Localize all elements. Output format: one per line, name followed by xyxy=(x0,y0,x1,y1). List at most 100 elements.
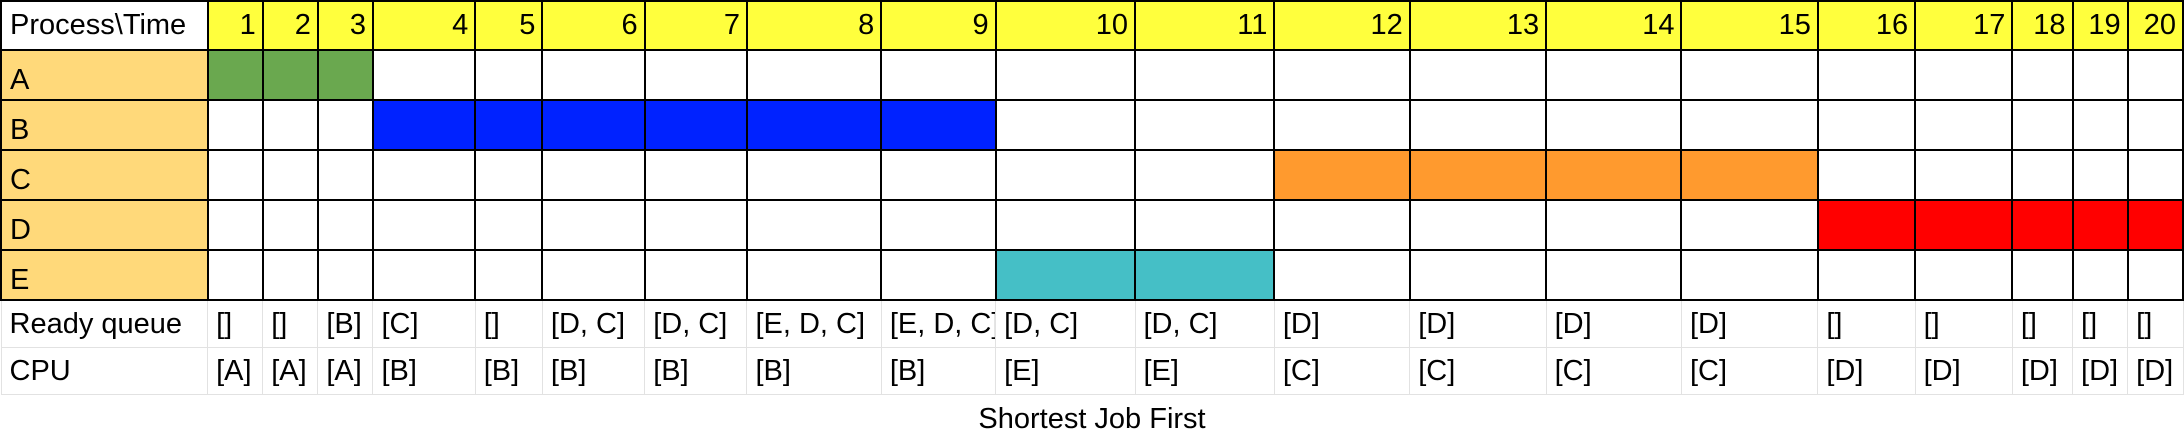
ready-queue-cell: [] xyxy=(475,300,542,348)
ready-queue-cell: [D] xyxy=(1274,300,1409,348)
gantt-bar-b-t9 xyxy=(881,100,995,150)
process-label-b: B xyxy=(1,100,208,150)
ready-queue-cell: [E, D, C] xyxy=(881,300,995,348)
empty-slot xyxy=(2128,150,2183,200)
process-row-a: A xyxy=(1,50,2183,100)
ready-queue-cell: [D, C] xyxy=(645,300,747,348)
empty-slot xyxy=(1915,250,2012,300)
empty-slot xyxy=(1135,50,1274,100)
cpu-cell: [B] xyxy=(542,348,644,395)
empty-slot xyxy=(645,200,747,250)
empty-slot xyxy=(1818,100,1915,150)
time-tick-14: 14 xyxy=(1546,1,1681,50)
time-tick-2: 2 xyxy=(263,1,318,50)
gantt-bar-d-t18 xyxy=(2012,200,2072,250)
cpu-label: CPU xyxy=(1,348,208,395)
cpu-cell: [D] xyxy=(2128,348,2183,395)
empty-slot xyxy=(1681,100,1817,150)
time-tick-7: 7 xyxy=(645,1,747,50)
empty-slot xyxy=(208,200,263,250)
ready-queue-cell: [D, C] xyxy=(542,300,644,348)
ready-queue-cell: [] xyxy=(208,300,263,348)
empty-slot xyxy=(208,100,263,150)
empty-slot xyxy=(747,200,881,250)
gantt-bar-c-t14 xyxy=(1546,150,1681,200)
empty-slot xyxy=(1274,250,1409,300)
gantt-bar-b-t7 xyxy=(645,100,747,150)
cpu-cell: [C] xyxy=(1274,348,1409,395)
empty-slot xyxy=(996,50,1135,100)
ready-queue-row: Ready queue[][][B][C][][D, C][D, C][E, D… xyxy=(1,300,2183,348)
process-row-e: E xyxy=(1,250,2183,300)
time-tick-12: 12 xyxy=(1274,1,1409,50)
time-tick-11: 11 xyxy=(1135,1,1274,50)
empty-slot xyxy=(1915,100,2012,150)
empty-slot xyxy=(996,100,1135,150)
empty-slot xyxy=(2128,50,2183,100)
time-tick-13: 13 xyxy=(1410,1,1546,50)
cpu-cell: [D] xyxy=(2012,348,2072,395)
empty-slot xyxy=(2128,250,2183,300)
empty-slot xyxy=(263,250,318,300)
cpu-cell: [D] xyxy=(2073,348,2128,395)
empty-slot xyxy=(263,100,318,150)
gantt-bar-e-t11 xyxy=(1135,250,1274,300)
empty-slot xyxy=(1681,50,1817,100)
empty-slot xyxy=(1135,200,1274,250)
process-label-d: D xyxy=(1,200,208,250)
empty-slot xyxy=(318,100,373,150)
gantt-bar-b-t6 xyxy=(542,100,644,150)
empty-slot xyxy=(1546,50,1681,100)
process-label-c: C xyxy=(1,150,208,200)
empty-slot xyxy=(1546,200,1681,250)
cpu-cell: [B] xyxy=(881,348,995,395)
empty-slot xyxy=(1818,50,1915,100)
ready-queue-cell: [D, C] xyxy=(996,300,1135,348)
gantt-bar-c-t15 xyxy=(1681,150,1817,200)
empty-slot xyxy=(996,150,1135,200)
ready-queue-cell: [D] xyxy=(1681,300,1817,348)
empty-slot xyxy=(2012,50,2072,100)
empty-slot xyxy=(1410,100,1546,150)
ready-queue-cell: [D] xyxy=(1546,300,1681,348)
empty-slot xyxy=(1546,100,1681,150)
empty-slot xyxy=(542,250,644,300)
ready-queue-cell: [] xyxy=(2128,300,2183,348)
gantt-bar-a-t3 xyxy=(318,50,373,100)
empty-slot xyxy=(996,200,1135,250)
time-tick-5: 5 xyxy=(475,1,542,50)
ready-queue-cell: [] xyxy=(1818,300,1915,348)
gantt-bar-d-t20 xyxy=(2128,200,2183,250)
gantt-bar-c-t12 xyxy=(1274,150,1409,200)
empty-slot xyxy=(645,250,747,300)
empty-slot xyxy=(2073,150,2128,200)
empty-slot xyxy=(2128,100,2183,150)
empty-slot xyxy=(318,250,373,300)
process-label-e: E xyxy=(1,250,208,300)
gantt-bar-d-t19 xyxy=(2073,200,2128,250)
empty-slot xyxy=(1818,150,1915,200)
empty-slot xyxy=(2073,50,2128,100)
empty-slot xyxy=(2012,100,2072,150)
process-row-b: B xyxy=(1,100,2183,150)
time-tick-6: 6 xyxy=(542,1,644,50)
empty-slot xyxy=(208,250,263,300)
gantt-bar-e-t10 xyxy=(996,250,1135,300)
empty-slot xyxy=(747,250,881,300)
time-tick-8: 8 xyxy=(747,1,881,50)
empty-slot xyxy=(373,150,475,200)
caption-row: Shortest Job First xyxy=(1,395,2183,443)
time-tick-9: 9 xyxy=(881,1,995,50)
empty-slot xyxy=(881,250,995,300)
empty-slot xyxy=(263,150,318,200)
cpu-cell: [E] xyxy=(996,348,1135,395)
empty-slot xyxy=(881,200,995,250)
ready-queue-cell: [D] xyxy=(1410,300,1546,348)
gantt-bar-b-t8 xyxy=(747,100,881,150)
empty-slot xyxy=(1681,250,1817,300)
ready-queue-cell: [E, D, C] xyxy=(747,300,881,348)
ready-queue-cell: [C] xyxy=(373,300,475,348)
empty-slot xyxy=(1915,150,2012,200)
